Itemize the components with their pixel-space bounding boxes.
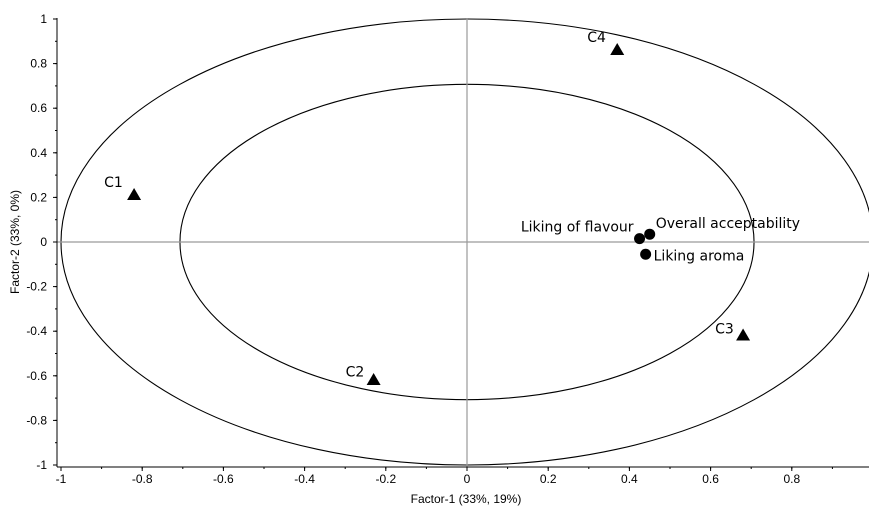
- y-tick-label: -1: [36, 458, 47, 472]
- y-tick-label: 1: [40, 12, 47, 26]
- data-points: [127, 43, 751, 386]
- point-label-c2: C2: [346, 364, 365, 380]
- point-label-overall-acceptability: Overall acceptability: [656, 216, 800, 232]
- y-axis-title: Factor-2 (33%, 0%): [8, 190, 22, 294]
- point-label-liking-aroma: Liking aroma: [654, 248, 745, 264]
- x-tick-label: -0.8: [132, 472, 153, 486]
- y-tick-label: -0.6: [26, 369, 47, 383]
- triangle-marker-c3: [736, 328, 751, 341]
- point-label-liking-of-flavour: Liking of flavour: [521, 220, 634, 236]
- axes: -1 -0.8 -0.6 -0.4 -0.2 0 0.2 0.4 0.6 0.8 1 0.8 0.6 0.…: [26, 12, 869, 486]
- circle-marker-overall-acceptability: [644, 228, 656, 240]
- y-tick-label: -0.8: [26, 413, 47, 427]
- y-tick-label: 0.4: [30, 146, 47, 160]
- data-labels: C1 C2 C3 C4 Overall acceptability Liking of f…: [104, 30, 800, 380]
- triangle-marker-c1: [127, 187, 142, 200]
- x-tick-label: 0.2: [540, 472, 557, 486]
- point-label-c1: C1: [104, 175, 123, 191]
- x-tick-label: -0.4: [294, 472, 315, 486]
- y-tick-label: -0.2: [26, 280, 47, 294]
- x-tick-label: 0: [464, 472, 471, 486]
- x-axis-title: Factor-1 (33%, 19%): [411, 492, 522, 506]
- point-label-c4: C4: [587, 30, 606, 46]
- x-tick-label: -0.2: [375, 472, 396, 486]
- reference-lines: [57, 18, 869, 467]
- y-tick-label: 0.2: [30, 190, 47, 204]
- x-tick-label: 0.4: [621, 472, 638, 486]
- y-tick-label: 0.8: [30, 57, 47, 71]
- y-tick-label: 0.6: [30, 101, 47, 115]
- y-tick-label: -0.4: [26, 324, 47, 338]
- triangle-marker-c4: [610, 43, 625, 56]
- point-label-c3: C3: [715, 322, 734, 338]
- circle-marker-liking-aroma: [640, 248, 652, 260]
- x-tick-label: 0.6: [702, 472, 719, 486]
- circle-marker-liking-of-flavour: [634, 233, 646, 245]
- triangle-marker-c2: [366, 373, 381, 386]
- x-tick-label: -0.6: [213, 472, 234, 486]
- x-tick-label: -1: [56, 472, 67, 486]
- y-tick-label: 0: [40, 235, 47, 249]
- x-tick-label: 0.8: [783, 472, 800, 486]
